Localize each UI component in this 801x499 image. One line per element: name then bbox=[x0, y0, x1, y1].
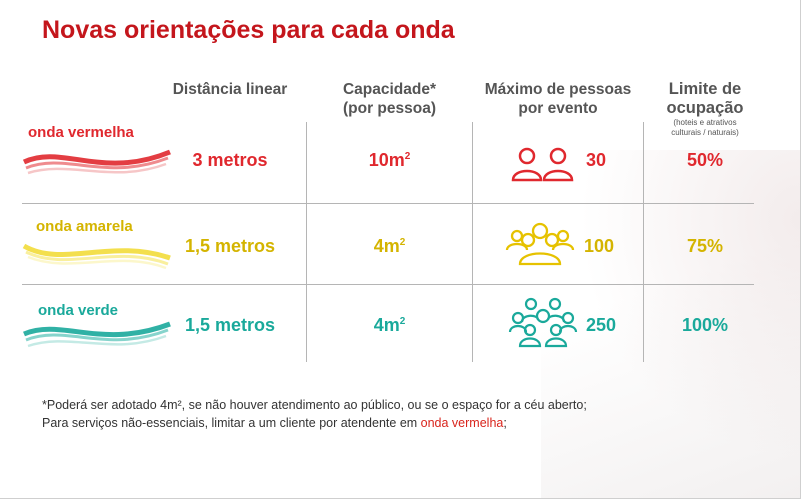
header-capacidade-line1: Capacidade* bbox=[342, 81, 437, 98]
distancia-vermelha: 3 metros bbox=[192, 150, 268, 170]
capacidade-amarela: 4m2 bbox=[322, 236, 457, 257]
page-title: Novas orientações para cada onda bbox=[42, 16, 455, 44]
footnote-line2-end: ; bbox=[503, 416, 507, 430]
header-capacidade: Capacidade* (por pessoa) bbox=[322, 80, 457, 118]
footnote-line2-text: Para serviços não-essenciais, limitar a … bbox=[42, 416, 421, 430]
limite-vermelha: 50% bbox=[686, 150, 724, 170]
wave-label-verde: onda verde bbox=[38, 302, 119, 319]
maximo-verde: 250 bbox=[585, 315, 617, 335]
limite-verde: 100% bbox=[681, 315, 729, 335]
red-wave-icon bbox=[22, 149, 171, 175]
row-divider bbox=[22, 284, 754, 285]
column-divider bbox=[472, 122, 473, 362]
capacidade-sup: 2 bbox=[404, 151, 411, 162]
header-capacidade-line2: (por pessoa) bbox=[342, 100, 436, 117]
wave-label-vermelha: onda vermelha bbox=[28, 124, 134, 141]
header-limite: Limite de ocupação (hoteis e atrativos c… bbox=[650, 80, 760, 138]
footnote-line2: Para serviços não-essenciais, limitar a … bbox=[42, 416, 507, 430]
column-divider bbox=[643, 122, 644, 362]
header-limite-line2: ocupação bbox=[666, 99, 744, 117]
distancia-verde: 1,5 metros bbox=[184, 315, 276, 335]
header-maximo: Máximo de pessoas por evento bbox=[478, 80, 638, 118]
header-limite-note2: culturais / naturais) bbox=[671, 128, 739, 137]
yellow-wave-icon bbox=[22, 243, 171, 270]
capacidade-value: 4m bbox=[373, 315, 400, 335]
capacidade-sup: 2 bbox=[399, 316, 406, 327]
header-maximo-line2: por evento bbox=[518, 100, 598, 117]
capacidade-vermelha: 10m2 bbox=[322, 150, 457, 171]
maximo-amarela: 100 bbox=[583, 236, 615, 256]
capacidade-value: 10m bbox=[368, 150, 405, 170]
maximo-vermelha: 30 bbox=[585, 150, 607, 170]
header-limite-line1: Limite de bbox=[668, 80, 742, 98]
wave-label-amarela: onda amarela bbox=[36, 218, 133, 235]
capacidade-sup: 2 bbox=[399, 237, 406, 248]
capacidade-verde: 4m2 bbox=[322, 315, 457, 336]
footnote-line1: *Poderá ser adotado 4m², se não houver a… bbox=[42, 398, 587, 412]
limite-amarela: 75% bbox=[686, 236, 724, 256]
background-accent bbox=[541, 150, 801, 499]
green-wave-icon bbox=[23, 321, 171, 348]
column-divider bbox=[306, 122, 307, 362]
group-of-people-icon bbox=[505, 222, 575, 266]
capacidade-value: 4m bbox=[373, 236, 400, 256]
header-maximo-line1: Máximo de pessoas bbox=[484, 81, 632, 98]
distancia-amarela: 1,5 metros bbox=[184, 236, 276, 256]
two-people-icon bbox=[511, 147, 574, 182]
footnote-highlight: onda vermelha bbox=[420, 416, 504, 430]
crowd-icon bbox=[508, 297, 578, 348]
row-divider bbox=[22, 203, 754, 204]
header-distancia: Distância linear bbox=[172, 81, 288, 98]
header-limite-note1: (hoteis e atrativos bbox=[673, 118, 737, 127]
